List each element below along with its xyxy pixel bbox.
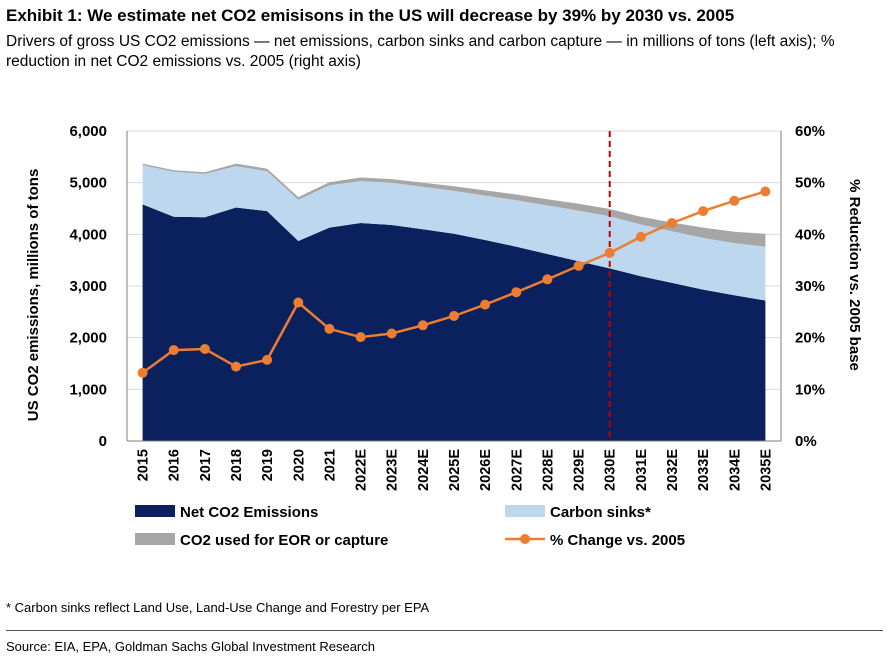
pct-change-point [511,287,522,298]
x-tick-label: 2034E [727,449,743,491]
pct-change-point [667,218,677,228]
x-tick-label: 2033E [696,449,712,491]
left-axis-label: US CO2 emissions, millions of tons [25,169,42,422]
pct-change-point [262,354,273,365]
pct-change-point [573,260,584,271]
right-tick-label: 60% [795,123,825,140]
pct-change-point [635,231,646,242]
x-tick-label: 2020 [291,449,307,481]
x-tick-label: 2029E [572,449,588,491]
pct-change-point [542,274,553,285]
legend-label: CO2 used for EOR or capture [180,532,388,549]
right-tick-label: 0% [795,433,817,450]
pct-change-point [760,186,771,197]
stacked-areas [142,163,766,441]
pct-change-point [698,206,709,217]
legend-line-marker [520,534,530,544]
legend-swatch [505,505,545,517]
x-tick-label: 2023E [385,449,401,491]
pct-change-point [168,345,179,356]
x-tick-label: 2018 [229,449,245,481]
x-tick-label: 2017 [198,449,214,481]
x-tick-label: 2016 [167,449,183,481]
source-note: Source: EIA, EPA, Goldman Sachs Global I… [6,639,375,654]
pct-change-point [231,361,241,372]
x-tick-label: 2021 [322,449,338,481]
right-axis-label: % Reduction vs. 2005 base [846,179,863,371]
legend-carbon-sinks: Carbon sinks* [505,504,651,521]
legend-label: % Change vs. 2005 [550,532,685,549]
x-tick-label: 2022E [354,449,370,491]
x-tick-label: 2015 [136,449,152,481]
legend-label: Net CO2 Emissions [180,504,318,521]
x-tick-label: 2019 [260,449,276,481]
x-tick-label: 2032E [665,449,681,491]
left-tick-label: 2,000 [69,330,107,347]
pct-change-point [449,311,459,321]
pct-change-point [137,367,148,378]
emissions-chart: 0 1,000 2,000 3,000 4,000 5,000 6,000 0% 10% 20%… [25,123,863,549]
left-tick-label: 5,000 [69,175,107,192]
left-tick-label: 3,000 [69,278,107,295]
pct-change-point [324,323,335,334]
legend-swatch [135,505,175,517]
pct-line-group [137,186,771,378]
legend-swatch [135,533,175,545]
footnote: * Carbon sinks reflect Land Use, Land-Us… [6,600,430,615]
x-tick-label: 2027E [509,449,525,491]
legend-eor-capture: CO2 used for EOR or capture [135,532,388,549]
pct-change-point [480,299,491,310]
x-axis-ticks: 2015 2016 2017 2018 2019 2020 2021 2022E 2023E 20… [136,449,775,491]
left-tick-label: 1,000 [69,381,107,398]
pct-change-point [199,344,210,354]
legend: Net CO2 Emissions Carbon sinks* CO2 used f… [135,504,685,549]
left-axis-ticks: 0 1,000 2,000 3,000 4,000 5,000 6,000 [69,123,107,450]
pct-change-point [386,328,397,339]
x-tick-label: 2026E [478,449,494,491]
chart-subtitle: Drivers of gross US CO2 emissions — net … [6,33,835,70]
left-tick-label: 0 [99,433,107,450]
right-tick-label: 30% [795,278,825,295]
right-tick-label: 40% [795,226,825,243]
x-tick-label: 2035E [758,449,774,491]
legend-net-emissions: Net CO2 Emissions [135,504,318,521]
x-tick-label: 2031E [634,449,650,491]
footer-divider [6,630,883,631]
x-tick-label: 2024E [416,449,432,491]
right-tick-label: 20% [795,330,825,347]
pct-change-point [604,247,615,258]
legend-pct-change: % Change vs. 2005 [505,532,685,549]
left-tick-label: 4,000 [69,226,107,243]
right-tick-label: 10% [795,381,825,398]
pct-change-point [355,332,366,343]
x-tick-label: 2025E [447,449,463,491]
x-tick-label: 2030E [603,449,619,491]
right-axis-ticks: 0% 10% 20% 30% 40% 50% 60% [795,123,825,450]
left-tick-label: 6,000 [69,123,107,140]
pct-change-point [417,320,428,331]
pct-change-point [293,297,304,308]
axes [126,131,782,442]
x-tick-label: 2028E [540,449,556,491]
chart-title: Exhibit 1: We estimate net CO2 emisisons… [6,6,735,25]
pct-change-point [729,195,740,206]
legend-label: Carbon sinks* [550,504,651,521]
right-tick-label: 50% [795,175,825,192]
